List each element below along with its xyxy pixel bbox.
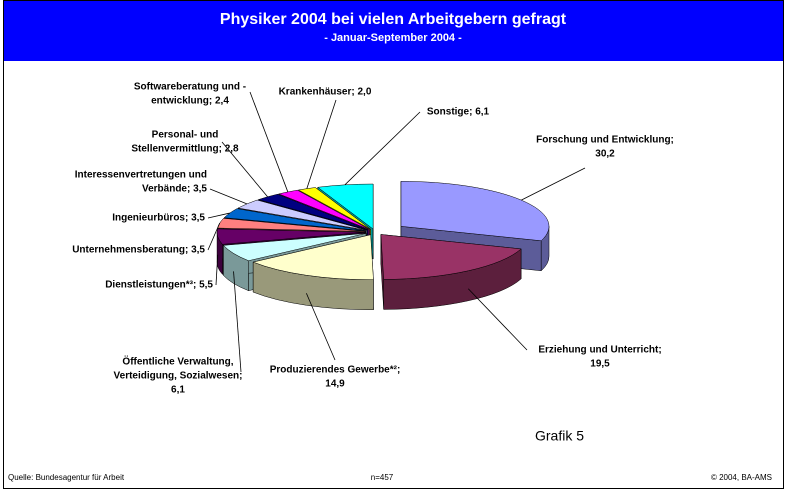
slice-label: entwicklung; 2,4	[151, 96, 229, 107]
leader-line	[306, 99, 337, 189]
leader-line	[207, 222, 221, 251]
slice-label: Stellenvermittlung; 2,8	[131, 144, 239, 155]
copyright: © 2004, BA-AMS	[711, 473, 772, 482]
slice-label: Unternehmensberatung; 3,5	[72, 245, 205, 256]
slice	[252, 234, 374, 280]
slice-label: Ingenieurbüros; 3,5	[112, 213, 205, 224]
leader-line	[344, 111, 421, 186]
slice	[252, 234, 374, 310]
slice-label: Interessenvertretungen und	[75, 170, 207, 181]
leader-line	[233, 271, 242, 373]
leader-line	[521, 167, 586, 201]
chart-title: Physiker 2004 bei vielen Arbeitgebern ge…	[220, 11, 567, 28]
leader-line	[467, 288, 528, 351]
slice	[380, 234, 522, 310]
figure-note: Grafik 5	[535, 428, 584, 444]
slice-label: Softwareberatung und -	[134, 82, 246, 93]
leader-line	[209, 188, 248, 205]
slice	[223, 208, 366, 232]
leader-line	[207, 212, 230, 219]
source: Quelle: Bundesagentur für Arbeit	[8, 473, 125, 482]
slice	[277, 189, 370, 230]
slice	[222, 233, 367, 261]
slice-label: Krankenhäuser; 2,0	[279, 87, 372, 98]
leader-line	[221, 141, 268, 198]
slice-label: Forschung und Entwicklung;	[536, 135, 674, 146]
slice-label: Personal- und	[152, 130, 219, 141]
slice-label: Produzierendes Gewerbe*²;	[270, 365, 401, 376]
leader-line	[249, 91, 289, 193]
slice-label: Erziehung und Unterricht;	[538, 345, 661, 356]
slice	[400, 181, 550, 242]
slice-label: Dienstleistungen*³; 5,5	[105, 280, 213, 291]
slice-label: Öffentliche Verwaltung,	[122, 355, 233, 368]
slice-label: Sonstige; 6,1	[427, 107, 490, 118]
slice-label: 30,2	[595, 149, 615, 160]
sample-size: n=457	[371, 473, 394, 482]
chart-subtitle: - Januar-September 2004 -	[324, 32, 462, 44]
slice-label: 6,1	[171, 385, 185, 396]
leader-line	[215, 254, 219, 286]
slice-label: 14,9	[325, 379, 345, 390]
title-banner	[4, 1, 783, 61]
slice-label: Verbände; 3,5	[142, 184, 207, 195]
leader-line	[306, 293, 336, 361]
slice-label: Verteidigung, Sozialwesen;	[114, 371, 243, 382]
slice-label: 19,5	[590, 359, 610, 370]
slice	[380, 234, 522, 280]
